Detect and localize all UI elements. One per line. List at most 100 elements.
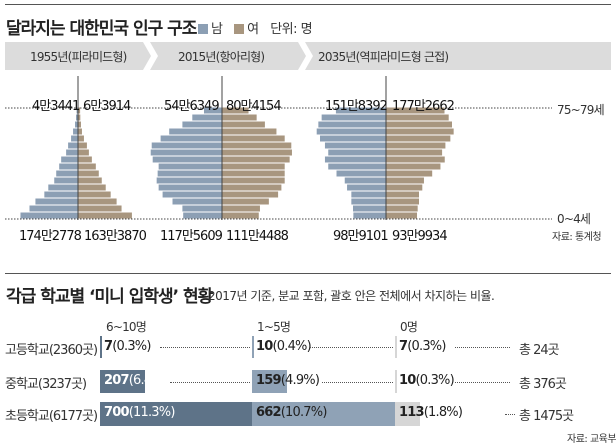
percent: (0.3%) bbox=[407, 339, 446, 354]
male-bar bbox=[76, 114, 78, 121]
school-row-label: 초등학교(6177곳) bbox=[5, 409, 98, 424]
male-bar bbox=[71, 135, 78, 142]
percent: (6.4%) bbox=[128, 373, 168, 388]
leader-dots bbox=[322, 381, 393, 383]
school-bar-label: 7(0.3%) bbox=[399, 339, 446, 354]
pyramid-chart bbox=[5, 42, 611, 220]
female-bar bbox=[222, 170, 285, 177]
school-bar bbox=[100, 336, 102, 358]
male-bar bbox=[351, 198, 386, 205]
male-bar bbox=[203, 107, 222, 114]
unit-label: 단위: 명 bbox=[270, 22, 313, 37]
female-bar bbox=[78, 107, 81, 114]
female-bar bbox=[78, 128, 82, 135]
school-bar-label: 700(11.3%) bbox=[104, 405, 175, 420]
panel-label-2015: 2015년(항아리형) bbox=[178, 50, 265, 64]
male-bar bbox=[351, 191, 386, 198]
age-label-bottom: 0~4세 bbox=[557, 212, 591, 226]
male-bar bbox=[316, 128, 386, 135]
female-bar bbox=[386, 205, 418, 212]
col-header-1-5: 1~5명 bbox=[257, 320, 291, 334]
male-bar bbox=[76, 107, 78, 114]
school-bar bbox=[252, 402, 396, 426]
female-bar bbox=[222, 177, 285, 184]
male-bar bbox=[66, 149, 78, 156]
top-female-2015: 80만4154 bbox=[226, 99, 282, 114]
male-bar bbox=[353, 205, 386, 212]
male-bar bbox=[162, 191, 222, 198]
panel-header-1955 bbox=[5, 42, 151, 70]
male-bar bbox=[158, 184, 222, 191]
count: 10 bbox=[399, 373, 416, 388]
female-bar bbox=[78, 212, 132, 219]
school-row-label: 고등학교(2360곳) bbox=[5, 343, 98, 358]
male-bar bbox=[44, 191, 78, 198]
female-bar bbox=[386, 191, 419, 198]
female-bar bbox=[222, 114, 257, 121]
count: 662 bbox=[256, 405, 282, 420]
leader-dots bbox=[455, 347, 510, 348]
school-row-total: 총 376곳 bbox=[519, 377, 567, 392]
female-bar bbox=[78, 121, 81, 128]
male-bar bbox=[160, 135, 222, 142]
male-bar bbox=[324, 156, 386, 163]
legend-female: 여 bbox=[247, 22, 259, 37]
female-bar bbox=[222, 212, 259, 219]
female-bar bbox=[222, 191, 279, 198]
female-bar bbox=[386, 121, 452, 128]
male-bar bbox=[151, 142, 222, 149]
male-bar bbox=[150, 149, 222, 156]
female-bar bbox=[386, 156, 445, 163]
school-bar bbox=[252, 336, 255, 358]
female-bar bbox=[222, 184, 282, 191]
male-bar bbox=[172, 198, 222, 205]
male-bar bbox=[183, 212, 222, 219]
female-bar bbox=[386, 107, 445, 114]
male-bar bbox=[35, 198, 78, 205]
percent: (0.4%) bbox=[272, 339, 312, 354]
male-bar bbox=[335, 107, 386, 114]
male-bar bbox=[59, 163, 78, 170]
panel-header-2035 bbox=[305, 42, 611, 70]
female-bar bbox=[386, 149, 443, 156]
male-bar bbox=[182, 205, 222, 212]
divider bbox=[5, 4, 611, 5]
female-bar bbox=[222, 156, 290, 163]
col-header-6-10: 6~10명 bbox=[106, 320, 147, 334]
school-source: 자료: 교육부 bbox=[567, 434, 616, 445]
female-bar bbox=[222, 205, 260, 212]
male-bar bbox=[182, 121, 222, 128]
male-bar bbox=[48, 184, 78, 191]
female-bar bbox=[222, 198, 269, 205]
school-bar-label: 207(6.4%) bbox=[104, 373, 168, 388]
female-bar bbox=[386, 128, 454, 135]
female-bar bbox=[78, 184, 106, 191]
school-bar bbox=[395, 336, 397, 358]
school-bar bbox=[252, 370, 287, 393]
male-bar bbox=[336, 170, 386, 177]
female-bar bbox=[386, 212, 418, 219]
leader-dots bbox=[455, 381, 510, 383]
female-bar bbox=[78, 156, 92, 163]
male-bar bbox=[56, 170, 78, 177]
male-bar bbox=[158, 163, 222, 170]
top-male-2035: 151만8392 bbox=[325, 99, 388, 114]
school-bar-label: 10(0.4%) bbox=[256, 339, 312, 354]
bottom-female-2035: 93만9934 bbox=[392, 229, 448, 244]
female-bar bbox=[78, 142, 87, 149]
panel-label-1955: 1955년(피라미드형) bbox=[30, 50, 127, 64]
pyramid-source: 자료: 통계청 bbox=[552, 232, 602, 243]
school-row-total: 총 24곳 bbox=[519, 343, 560, 358]
female-bar bbox=[222, 135, 285, 142]
school-bar-label: 159(4.9%) bbox=[256, 373, 320, 388]
bottom-female-1955: 163만3870 bbox=[84, 229, 147, 244]
percent: (0.3%) bbox=[112, 339, 151, 354]
panel-header-2015 bbox=[150, 42, 306, 70]
school-bar-label: 113(1.8%) bbox=[399, 405, 463, 420]
female-bar bbox=[222, 142, 292, 149]
percent: (0.3%) bbox=[415, 373, 455, 388]
top-female-2035: 177만2662 bbox=[392, 99, 455, 114]
male-bar bbox=[152, 156, 222, 163]
male-bar bbox=[192, 114, 222, 121]
